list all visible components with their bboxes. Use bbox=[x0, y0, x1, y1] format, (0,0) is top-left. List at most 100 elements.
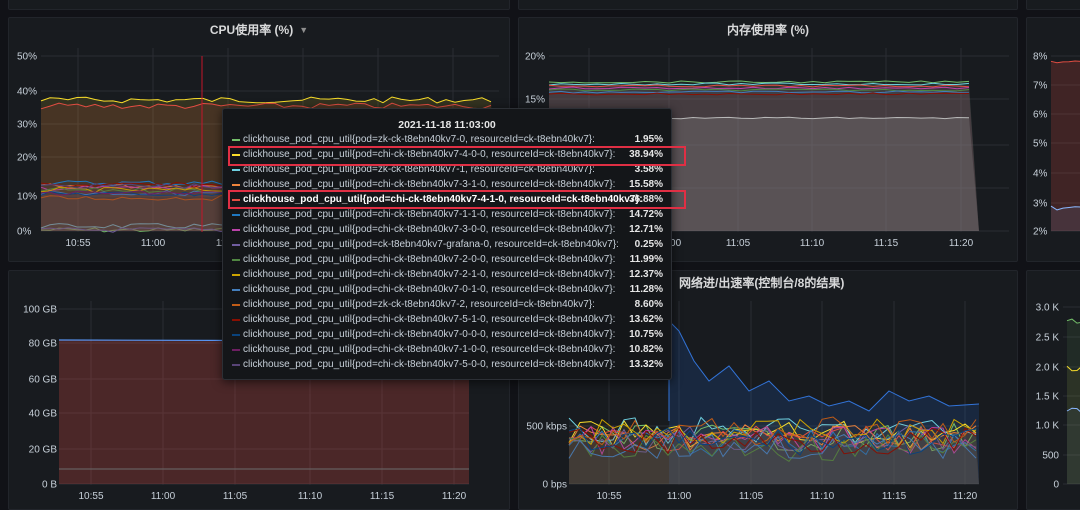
cpu-series-line[interactable] bbox=[40, 96, 492, 104]
series-value: 15.58% bbox=[629, 179, 663, 190]
tooltip-row: clickhouse_pod_cpu_util{pod=zk-ck-t8ebn4… bbox=[223, 162, 671, 177]
tooltip-row: clickhouse_pod_cpu_util{pod=chi-ck-t8ebn… bbox=[223, 177, 671, 192]
tooltip-row: clickhouse_pod_cpu_util{pod=chi-ck-t8ebn… bbox=[223, 267, 671, 282]
cpu-series-line[interactable] bbox=[40, 102, 492, 110]
series-value: 12.37% bbox=[629, 269, 663, 280]
panel-right-top[interactable]: 8% 7% 6% 5% 4% 3% 2% bbox=[1026, 17, 1080, 262]
y-tick-label: 40% bbox=[17, 87, 37, 98]
series-name: clickhouse_pod_cpu_util{pod=chi-ck-t8ebn… bbox=[243, 179, 616, 190]
y-tick-label: 0 B bbox=[42, 480, 57, 491]
y-tick-label: 10% bbox=[17, 192, 37, 203]
right-top-series-line[interactable] bbox=[1050, 60, 1080, 64]
memory-series-line[interactable] bbox=[548, 80, 970, 84]
tooltip-row: clickhouse_pod_cpu_util{pod=zk-ck-t8ebn4… bbox=[223, 297, 671, 312]
panel-right-bottom[interactable]: 3.0 K 2.5 K 2.0 K 1.5 K 1.0 K 500 0 bbox=[1026, 270, 1080, 510]
series-name: clickhouse_pod_cpu_util{pod=chi-ck-t8ebn… bbox=[243, 209, 616, 220]
network-series-line-area bbox=[569, 427, 979, 484]
x-tick-label: 11:00 bbox=[141, 238, 166, 249]
tooltip-timestamp: 2021-11-18 11:03:00 bbox=[398, 119, 496, 131]
x-tick-label: 11:00 bbox=[151, 491, 176, 502]
series-color-swatch bbox=[232, 364, 240, 366]
x-tick-label: 11:10 bbox=[810, 491, 835, 502]
right-bottom-series-line[interactable] bbox=[1066, 365, 1080, 372]
highlight-box-2 bbox=[228, 190, 686, 209]
network-series-line-area bbox=[569, 424, 979, 484]
x-tick-label: 10:55 bbox=[65, 238, 90, 249]
network-series-line[interactable] bbox=[568, 433, 977, 460]
right-bottom-series-line[interactable] bbox=[1066, 318, 1080, 324]
series-name: clickhouse_pod_cpu_util{pod=zk-ck-t8ebn4… bbox=[243, 299, 595, 310]
panel-title-text: CPU使用率 (%) bbox=[209, 23, 294, 37]
series-name: clickhouse_pod_cpu_util{pod=chi-ck-t8ebn… bbox=[243, 329, 616, 340]
memory-series-line[interactable] bbox=[548, 82, 970, 86]
tooltip-row: clickhouse_pod_cpu_util{pod=chi-ck-t8ebn… bbox=[223, 327, 671, 342]
panel-title[interactable]: CPU使用率 (%) ▼ bbox=[9, 18, 509, 42]
series-name: clickhouse_pod_cpu_util{pod=zk-ck-t8ebn4… bbox=[243, 134, 595, 145]
panel-title: 网络进/出速率(控制台/8的结果) bbox=[679, 276, 845, 290]
series-value: 0.25% bbox=[634, 239, 663, 250]
series-value: 36.88% bbox=[629, 194, 663, 205]
series-value: 11.99% bbox=[629, 254, 663, 265]
caret-down-icon[interactable]: ▼ bbox=[299, 25, 309, 35]
x-tick-label: 11:15 bbox=[874, 238, 899, 249]
right-bottom-graph[interactable]: 3.0 K 2.5 K 2.0 K 1.5 K 1.0 K 500 0 bbox=[1027, 271, 1080, 510]
series-value: 10.82% bbox=[629, 344, 663, 355]
y-tick-label: 5% bbox=[1033, 139, 1048, 150]
network-series-line[interactable] bbox=[668, 319, 980, 421]
y-tick-label: 100 GB bbox=[23, 305, 57, 316]
x-tick-label: 11:20 bbox=[442, 491, 467, 502]
network-series-line[interactable] bbox=[568, 418, 977, 448]
panel-top-strip-mid bbox=[518, 0, 1018, 10]
tooltip-row: clickhouse_pod_cpu_util{pod=chi-ck-t8ebn… bbox=[223, 312, 671, 327]
network-series-line[interactable] bbox=[568, 427, 977, 456]
series-name: clickhouse_pod_cpu_util{pod=chi-ck-t8ebn… bbox=[243, 254, 616, 265]
y-tick-label: 30% bbox=[17, 120, 37, 131]
series-value: 11.28% bbox=[629, 284, 663, 295]
network-series-line[interactable] bbox=[568, 425, 977, 456]
tooltip-row: clickhouse_pod_cpu_util{pod=chi-ck-t8ebn… bbox=[223, 192, 671, 207]
memory-series-line[interactable] bbox=[548, 92, 970, 96]
right-bottom-series-line[interactable] bbox=[1066, 407, 1080, 414]
series-color-swatch bbox=[232, 274, 240, 276]
memory-series-line[interactable] bbox=[548, 86, 970, 90]
right-top-graph[interactable]: 8% 7% 6% 5% 4% 3% 2% bbox=[1027, 18, 1080, 262]
memory-series-line[interactable] bbox=[548, 90, 970, 94]
tooltip-row: clickhouse_pod_cpu_util{pod=ck-t8ebn40kv… bbox=[223, 237, 671, 252]
x-tick-label: 11:20 bbox=[953, 491, 978, 502]
series-name: clickhouse_pod_cpu_util{pod=chi-ck-t8ebn… bbox=[243, 284, 616, 295]
right-top-series-line[interactable] bbox=[1050, 205, 1080, 211]
y-tick-label: 3% bbox=[1033, 199, 1048, 210]
x-tick-label: 11:10 bbox=[800, 238, 825, 249]
series-name: clickhouse_pod_cpu_util{pod=chi-ck-t8ebn… bbox=[243, 314, 616, 325]
series-name: clickhouse_pod_cpu_util{pod=chi-ck-t8ebn… bbox=[243, 194, 643, 205]
tooltip-series-list: clickhouse_pod_cpu_util{pod=zk-ck-t8ebn4… bbox=[223, 132, 671, 372]
panel-network[interactable]: 网络进/出速率(控制台/8的结果) 500 kbps 0 bps 10:55 11:0… bbox=[518, 270, 1018, 510]
series-color-swatch bbox=[232, 229, 240, 231]
y-tick-label: 1.0 K bbox=[1036, 421, 1060, 432]
x-tick-label: 11:15 bbox=[370, 491, 395, 502]
y-tick-label: 7% bbox=[1033, 81, 1048, 92]
series-name: clickhouse_pod_cpu_util{pod=chi-ck-t8ebn… bbox=[243, 359, 616, 370]
series-name: clickhouse_pod_cpu_util{pod=zk-ck-t8ebn4… bbox=[243, 164, 595, 175]
x-tick-label: 11:05 bbox=[223, 491, 248, 502]
x-tick-label: 10:55 bbox=[596, 491, 621, 502]
series-value: 14.72% bbox=[629, 209, 663, 220]
memory-series-line[interactable] bbox=[548, 84, 970, 88]
y-tick-label: 1.5 K bbox=[1036, 392, 1060, 403]
network-graph[interactable]: 500 kbps 0 bps 10:55 11:00 11:05 11:10 11:15 11… bbox=[519, 271, 1018, 510]
y-tick-label: 0 bps bbox=[543, 480, 567, 491]
network-series-line[interactable] bbox=[568, 427, 977, 455]
network-series-line[interactable] bbox=[568, 422, 977, 452]
tooltip-row: clickhouse_pod_cpu_util{pod=chi-ck-t8ebn… bbox=[223, 282, 671, 297]
right-bottom-series-line-area bbox=[1067, 408, 1080, 484]
series-name: clickhouse_pod_cpu_util{pod=ck-t8ebn40kv… bbox=[243, 239, 619, 250]
series-value: 10.75% bbox=[629, 329, 663, 340]
highlight-box-1 bbox=[228, 146, 686, 166]
network-series-line[interactable] bbox=[568, 416, 977, 446]
y-tick-label: 80 GB bbox=[29, 339, 58, 350]
series-value: 12.71% bbox=[629, 224, 663, 235]
series-color-swatch bbox=[232, 334, 240, 336]
x-tick-label: 11:05 bbox=[739, 491, 764, 502]
series-value: 38.94% bbox=[629, 149, 663, 160]
series-color-swatch bbox=[232, 184, 240, 186]
